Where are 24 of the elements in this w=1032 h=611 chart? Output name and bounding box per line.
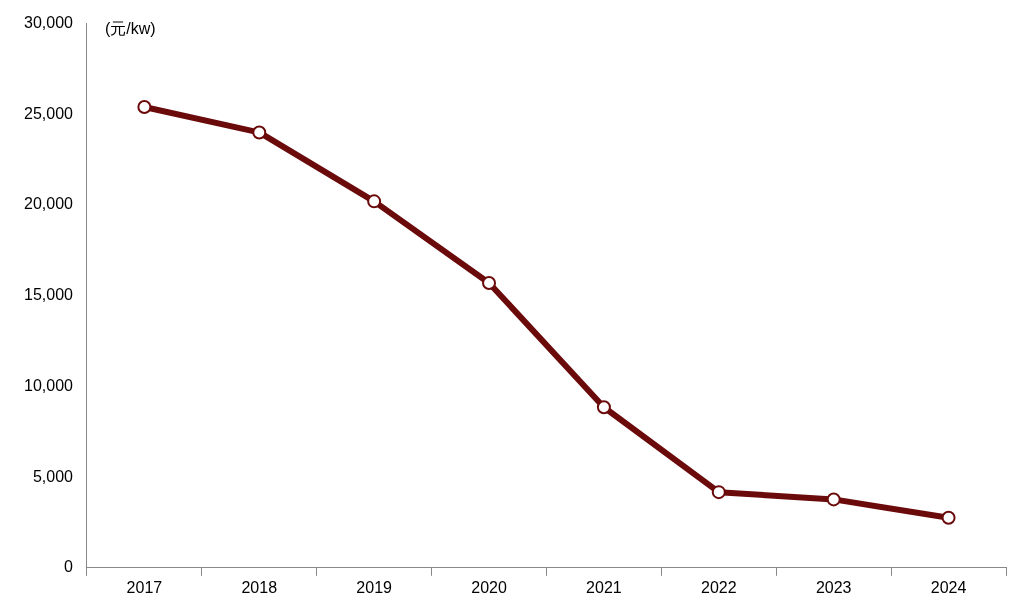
x-tick-label: 2019 [356, 578, 393, 596]
point [826, 492, 841, 507]
y-tick-label: 20,000 [24, 195, 74, 213]
x-tick-label: 2022 [701, 578, 737, 596]
y-tick-label: 10,000 [24, 376, 74, 394]
y-tick-label: 5,000 [32, 467, 74, 485]
x-tick-label: 2023 [815, 578, 852, 596]
point [941, 510, 956, 525]
point [137, 100, 152, 115]
point [252, 125, 267, 140]
y-tick-label: 25,000 [24, 104, 74, 122]
point [367, 194, 382, 209]
point [482, 276, 497, 290]
y-tick-label: 30,000 [24, 14, 74, 32]
x-tick-label: 2024 [930, 578, 967, 596]
x-tick-label: 2021 [586, 578, 622, 596]
y-tick-label: 0 [64, 558, 74, 576]
x-tick-label: 2020 [471, 578, 507, 596]
y-tick-label: 15,000 [24, 286, 74, 304]
y-axis-title: (元/kw) [104, 20, 156, 38]
point [596, 400, 611, 415]
x-tick-label: 2017 [126, 578, 163, 596]
point [711, 485, 726, 500]
x-tick-label: 2018 [241, 578, 278, 596]
